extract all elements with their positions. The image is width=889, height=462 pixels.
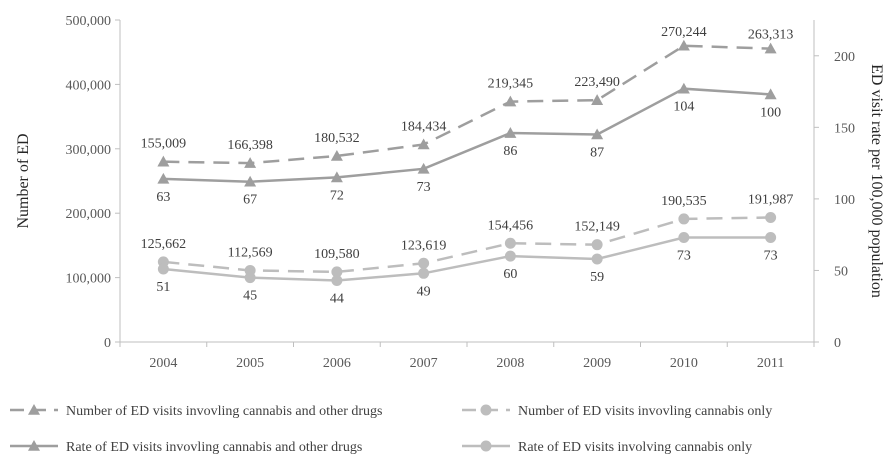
data-label: 51 <box>156 280 170 295</box>
x-tick-label: 2009 <box>583 356 611 371</box>
data-point-4 <box>765 232 777 244</box>
right-axis-title: ED visit rate per 100,000 population <box>868 64 885 298</box>
data-point-2 <box>418 257 430 269</box>
data-label: 72 <box>330 188 344 203</box>
left-tick-label: 100,000 <box>66 272 112 287</box>
data-point-2 <box>504 237 516 249</box>
data-label: 44 <box>330 291 344 306</box>
x-tick-label: 2010 <box>670 356 698 371</box>
data-point-4 <box>591 253 603 265</box>
data-point-2 <box>765 211 777 223</box>
left-tick-label: 500,000 <box>66 14 112 29</box>
data-label: 155,009 <box>141 137 187 152</box>
data-point-3 <box>591 128 604 140</box>
data-label: 87 <box>590 145 604 160</box>
legend-marker-2 <box>480 404 492 416</box>
right-tick-label: 200 <box>834 50 855 65</box>
data-label: 86 <box>503 144 517 159</box>
series-line-4 <box>163 236 771 282</box>
data-label: 100 <box>760 105 781 120</box>
legend-marker-3 <box>28 440 40 451</box>
data-label: 219,345 <box>488 77 534 92</box>
data-label: 112,569 <box>228 245 273 260</box>
data-label: 45 <box>243 289 257 304</box>
data-label: 184,434 <box>401 120 447 135</box>
right-tick-label: 150 <box>834 121 855 136</box>
data-point-4 <box>331 274 343 286</box>
data-label: 63 <box>156 190 170 205</box>
data-point-3 <box>417 162 430 174</box>
data-label: 191,987 <box>748 192 794 207</box>
data-label: 270,244 <box>661 25 707 40</box>
data-label: 125,662 <box>141 237 187 252</box>
data-point-4 <box>418 267 430 279</box>
legend-marker-1 <box>28 404 40 415</box>
left-tick-label: 200,000 <box>66 207 112 222</box>
data-label: 67 <box>243 193 257 208</box>
data-point-1 <box>677 39 690 51</box>
x-tick-label: 2007 <box>410 356 438 371</box>
x-tick-label: 2004 <box>149 356 177 371</box>
left-tick-label: 0 <box>104 336 111 351</box>
data-label: 223,490 <box>574 75 620 90</box>
data-label: 166,398 <box>227 138 273 153</box>
left-axis-title: Number of ED <box>15 133 32 228</box>
right-tick-label: 0 <box>834 336 841 351</box>
x-tick-label: 2005 <box>236 356 264 371</box>
data-label: 190,535 <box>661 194 707 209</box>
legend-entry-1: Number of ED visits invovling cannabis a… <box>66 404 383 419</box>
left-tick-label: 400,000 <box>66 78 112 93</box>
data-label: 73 <box>677 249 691 264</box>
right-tick-label: 100 <box>834 193 855 208</box>
data-point-3 <box>244 175 257 187</box>
data-label: 59 <box>590 270 604 285</box>
data-point-2 <box>678 213 690 225</box>
data-label: 73 <box>764 249 778 264</box>
data-label: 123,619 <box>401 238 447 253</box>
x-tick-label: 2011 <box>757 356 784 371</box>
data-point-1 <box>330 149 343 161</box>
series-line-3 <box>163 87 771 183</box>
data-point-1 <box>764 42 777 54</box>
data-label: 109,580 <box>314 247 360 262</box>
data-label: 152,149 <box>574 220 620 235</box>
data-point-4 <box>244 272 256 284</box>
data-point-1 <box>244 157 257 168</box>
data-label: 154,456 <box>488 218 534 233</box>
legend-entry-4: Rate of ED visits involving cannabis onl… <box>518 440 752 455</box>
data-point-1 <box>504 95 517 107</box>
right-tick-label: 50 <box>834 264 848 279</box>
data-point-4 <box>157 263 169 275</box>
data-label: 49 <box>417 284 431 299</box>
data-point-3 <box>504 127 517 138</box>
series-line-2 <box>163 216 771 274</box>
data-point-3 <box>677 82 690 94</box>
data-point-4 <box>678 232 690 244</box>
data-point-1 <box>157 155 170 167</box>
data-label: 104 <box>673 100 694 115</box>
data-label: 263,313 <box>748 28 794 43</box>
data-point-3 <box>764 88 777 100</box>
legend-entry-3: Rate of ED visits invovling cannabis and… <box>66 440 362 455</box>
legend-entry-2: Number of ED visits invovling cannabis o… <box>518 404 772 419</box>
data-point-1 <box>417 138 430 150</box>
data-point-3 <box>330 171 343 183</box>
x-tick-label: 2008 <box>496 356 524 371</box>
data-point-4 <box>504 250 516 262</box>
x-tick-label: 2006 <box>323 356 351 371</box>
data-label: 180,532 <box>314 131 360 146</box>
data-label: 73 <box>417 180 431 195</box>
left-tick-label: 300,000 <box>66 143 112 158</box>
data-label: 60 <box>503 267 517 282</box>
data-point-3 <box>157 172 170 184</box>
data-point-2 <box>591 239 603 251</box>
series-line-1 <box>163 44 771 165</box>
legend-marker-4 <box>480 440 492 452</box>
data-point-1 <box>591 94 604 105</box>
data-point-2 <box>331 266 343 278</box>
